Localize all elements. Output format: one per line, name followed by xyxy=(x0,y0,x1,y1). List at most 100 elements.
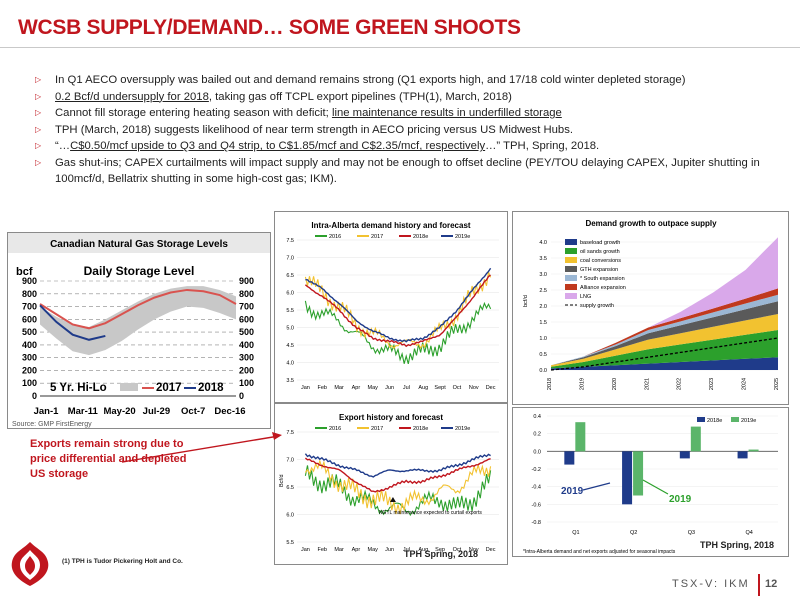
x-tick-label: May xyxy=(368,547,379,553)
bar-callout-2019: 2019 xyxy=(561,486,584,497)
y2-tick-label: 100 xyxy=(239,378,254,388)
bullet-text: Cannot fill storage entering heating sea… xyxy=(55,107,332,119)
bar-2019e xyxy=(748,449,759,452)
y-tick-label: -0.2 xyxy=(532,467,541,473)
source-tph-right: TPH Spring, 2018 xyxy=(700,540,775,550)
y2-tick-label: 700 xyxy=(239,302,254,312)
y-tick-label: 900 xyxy=(22,276,37,286)
x-tick-label: May xyxy=(368,385,379,391)
y-axis-label: Bcf/d xyxy=(279,474,285,487)
y2-tick-label: 600 xyxy=(239,314,254,324)
source-tph-left: TPH Spring, 2018 xyxy=(404,549,479,559)
x-tick-label: Q2 xyxy=(630,530,637,536)
bullet-item: ▷ Gas shut-ins; CAPEX curtailments will i… xyxy=(35,155,785,188)
legend-swatch xyxy=(565,266,577,272)
legend-swatch xyxy=(120,383,138,391)
x-tick-label: Jun xyxy=(385,547,394,553)
legend-label: * South expansion xyxy=(580,276,625,282)
x-tick-label: Jul-29 xyxy=(143,406,170,417)
legend-label: baseload growth xyxy=(580,240,620,246)
y-tick-label: 6.0 xyxy=(286,291,294,297)
bar-2018e xyxy=(679,451,690,459)
bullet-marker-icon: ▷ xyxy=(35,157,42,167)
series-2017 xyxy=(39,288,237,330)
legend-swatch xyxy=(565,257,577,263)
series-2019e xyxy=(304,453,491,478)
series-2016 xyxy=(304,300,492,365)
y-tick-label: 600 xyxy=(22,314,37,324)
bullet-item: ▷ In Q1 AECO oversupply was bailed out an… xyxy=(35,72,785,89)
x-tick-label: 2018 xyxy=(547,378,553,390)
series-2019e xyxy=(305,267,492,343)
y-tick-label: 800 xyxy=(22,289,37,299)
x-tick-label: Q4 xyxy=(745,530,752,536)
y2-tick-label: 0 xyxy=(239,391,244,401)
bullet-item: ▷ Cannot fill storage entering heating se… xyxy=(35,105,785,122)
x-tick-label: Jan-1 xyxy=(34,406,60,417)
y-tick-label: 7.0 xyxy=(286,256,294,262)
annotation-text: NGTL maintenance expected to curtail exp… xyxy=(379,510,482,516)
bullet-text: , taking gas off TCPL export pipelines (… xyxy=(208,90,512,103)
export-chart: Export history and forecast 5.5 6.0 6.5 7.0 7… xyxy=(279,413,499,553)
x-tick-label: Apr xyxy=(352,385,361,391)
x-tick-label: Mar-11 xyxy=(68,406,99,417)
x-tick-label: 2023 xyxy=(709,378,715,390)
x-tick-label: Feb xyxy=(318,385,327,391)
y2-tick-label: 500 xyxy=(239,327,254,337)
bullet-item: ▷ “…C$0.50/mcf upside to Q3 and Q4 strip,… xyxy=(35,138,785,155)
x-tick-label: Q3 xyxy=(688,530,695,536)
y-tick-label: 500 xyxy=(22,327,37,337)
x-tick-label: Jul xyxy=(403,547,410,553)
storage-header-bg xyxy=(8,233,270,253)
x-tick-label: Mar xyxy=(334,385,344,391)
legend-label: oil sands growth xyxy=(580,249,620,255)
hi-lo-band xyxy=(40,286,236,356)
legend-label: 2017 xyxy=(371,234,383,240)
y-tick-label: 6.5 xyxy=(286,485,294,491)
chart-title: Intra-Alberta demand history and forecas… xyxy=(311,221,470,230)
x-tick-label: Dec xyxy=(486,547,496,553)
area-4 xyxy=(551,294,778,366)
x-tick-label: 2019 xyxy=(579,378,585,390)
callout-arrow xyxy=(582,482,611,491)
bullet-marker-icon: ▷ xyxy=(35,91,42,101)
y-tick-label: 200 xyxy=(22,365,37,375)
legend-label: 2017 xyxy=(156,382,182,394)
bar-2018e xyxy=(564,451,575,465)
storage-header: Canadian Natural Gas Storage Levels xyxy=(50,239,228,250)
y-tick-label: 400 xyxy=(22,340,37,350)
exports-annotation: Exports remain strong due to price diffe… xyxy=(30,438,187,480)
company-logo-icon xyxy=(11,542,49,586)
y-tick-label: 5.0 xyxy=(286,326,294,332)
legend-label: coal conversions xyxy=(580,258,621,264)
x-tick-label: Oct-7 xyxy=(181,406,205,417)
x-tick-label: Jul xyxy=(403,385,410,391)
series-2018 xyxy=(39,304,106,341)
area-0 xyxy=(551,357,778,370)
y-tick-label: 6.5 xyxy=(286,273,294,279)
x-tick-label: 2020 xyxy=(612,378,618,390)
chart-title: Export history and forecast xyxy=(339,413,443,422)
legend-label: 2017 xyxy=(371,426,383,432)
legend-label: 2016 xyxy=(329,234,341,240)
x-tick-label: Apr xyxy=(352,547,361,553)
legend-label: 2019e xyxy=(455,426,470,432)
y-tick-label: 2.0 xyxy=(539,304,547,310)
x-tick-label: Dec-16 xyxy=(214,406,245,417)
y2-tick-label: 200 xyxy=(239,365,254,375)
area-6 xyxy=(551,237,778,366)
bullet-text: line maintenance results in underfilled … xyxy=(331,107,562,119)
legend-label: 2018e xyxy=(413,234,428,240)
y2-tick-label: 800 xyxy=(239,289,254,299)
intra-alberta-chart: Intra-Alberta demand history and forecas… xyxy=(286,221,499,391)
y-tick-label: 7.5 xyxy=(286,430,294,436)
footnote: (1) TPH is Tudor Pickering Holt and Co. xyxy=(62,558,183,565)
y-tick-label: 3.0 xyxy=(539,272,547,278)
bullet-marker-icon: ▷ xyxy=(35,75,42,84)
x-tick-label: Aug xyxy=(418,547,428,553)
bullet-text: “… xyxy=(55,140,71,152)
legend-label: 2016 xyxy=(329,426,341,432)
bullet-text: …” TPH, Spring, 2018. xyxy=(485,140,600,152)
legend-label: supply growth xyxy=(580,303,614,309)
y-tick-label: 3.5 xyxy=(286,378,294,384)
